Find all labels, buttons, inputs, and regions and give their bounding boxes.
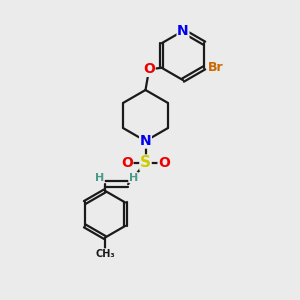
Text: Br: Br — [208, 61, 224, 74]
Text: CH₃: CH₃ — [95, 249, 115, 259]
Text: O: O — [121, 156, 133, 170]
Text: S: S — [140, 155, 151, 170]
Text: O: O — [158, 156, 170, 170]
Text: N: N — [177, 24, 189, 38]
Text: H: H — [129, 172, 138, 183]
Text: N: N — [140, 134, 151, 148]
Text: H: H — [95, 172, 104, 183]
Text: O: O — [143, 62, 155, 76]
